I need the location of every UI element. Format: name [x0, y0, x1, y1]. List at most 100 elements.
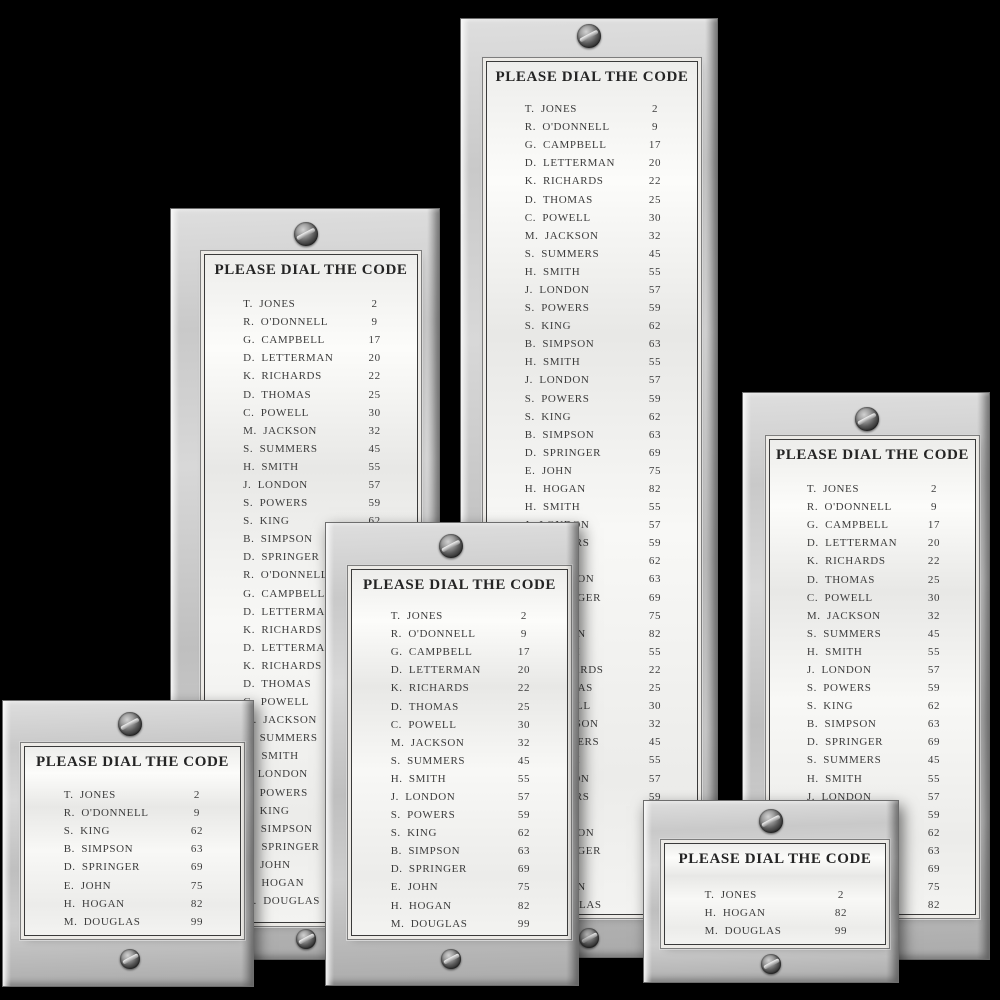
- entry-name: E. JOHN: [63, 879, 112, 892]
- entry-code: 55: [648, 265, 662, 278]
- directory-entry: D. LETTERMAN 20: [487, 154, 697, 172]
- entry-name: M. DOUGLAS: [243, 895, 320, 908]
- entry-code: 30: [927, 591, 941, 604]
- entry-code: 17: [927, 519, 941, 532]
- entry-name: H. SMITH: [524, 356, 581, 369]
- entry-code: 62: [190, 825, 204, 838]
- screw-icon: [441, 949, 461, 969]
- screw-icon: [855, 407, 879, 431]
- entry-name: H. SMITH: [524, 265, 581, 278]
- directory-entry: S. SUMMERS 45: [352, 752, 567, 770]
- panel-header: PLEASE DIAL THE CODE: [678, 851, 872, 867]
- entry-name: T. JONES: [806, 483, 860, 496]
- panel-header: PLEASE DIAL THE CODE: [214, 262, 408, 278]
- entry-code: 62: [927, 826, 941, 839]
- entry-code: 82: [648, 483, 662, 496]
- directory-entry: J. LONDON 57: [770, 661, 975, 679]
- panel-header: PLEASE DIAL THE CODE: [35, 754, 230, 770]
- directory-entry: S. KING 62: [352, 824, 567, 842]
- directory-entry: C. POWELL 30: [487, 209, 697, 227]
- entry-name: B. SIMPSON: [243, 533, 313, 546]
- entry-code: 2: [651, 103, 659, 116]
- entry-name: H. SMITH: [524, 501, 581, 514]
- entry-name: B. SIMPSON: [63, 843, 134, 856]
- entry-code: 69: [648, 591, 662, 604]
- entry-name: H. HOGAN: [704, 907, 766, 920]
- directory-entry: E. JOHN 75: [487, 462, 697, 480]
- entry-code: 25: [517, 700, 531, 713]
- panel-header: PLEASE DIAL THE CODE: [775, 447, 970, 463]
- entry-code: 69: [648, 446, 662, 459]
- entry-name: D. THOMAS: [243, 388, 312, 401]
- entry-name: G. CAMPBELL: [243, 334, 325, 347]
- entry-name: D. THOMAS: [806, 573, 875, 586]
- directory-entry: D. THOMAS 25: [487, 190, 697, 208]
- entry-name: T. JONES: [524, 103, 578, 116]
- entry-name: M. JACKSON: [806, 609, 881, 622]
- entry-name: R. O'DONNELL: [243, 569, 329, 582]
- directory-entry: S. KING 62: [205, 512, 417, 530]
- entry-name: J. LONDON: [524, 374, 590, 387]
- entry-name: K. RICHARDS: [243, 370, 322, 383]
- entry-code: 17: [517, 646, 531, 659]
- entry-name: G. CAMPBELL: [243, 587, 325, 600]
- directory-card: PLEASE DIAL THE CODE T. JONES 2 H. HOGAN 82…: [664, 843, 886, 945]
- directory-entry: D. THOMAS 25: [352, 697, 567, 715]
- directory-entry: J. LONDON 57: [487, 371, 697, 389]
- entry-code: 22: [927, 555, 941, 568]
- entry-code: 2: [371, 298, 378, 311]
- directory-entry: D. SPRINGER 69: [25, 858, 240, 876]
- directory-entry: S. POWERS 59: [487, 390, 697, 408]
- directory-entry: H. SMITH 55: [205, 458, 417, 476]
- directory-card: PLEASE DIAL THE CODE T. JONES 2 R. O'DONNE…: [351, 569, 568, 936]
- screw-icon: [761, 954, 781, 974]
- directory-entry: J. LONDON 57: [487, 281, 697, 299]
- entry-code: 75: [648, 609, 662, 622]
- entry-name: D. SPRINGER: [63, 861, 140, 874]
- directory-entry: D. LETTERMAN 20: [205, 349, 417, 367]
- entry-code: 55: [648, 754, 662, 767]
- directory-entry: M. DOUGLAS 99: [665, 922, 885, 940]
- directory-entry: S. KING 62: [770, 697, 975, 715]
- entry-code: 32: [648, 718, 662, 731]
- entry-code: 59: [927, 682, 941, 695]
- directory-entry: T. JONES 2: [770, 480, 975, 498]
- entry-name: S. POWERS: [243, 497, 308, 510]
- entry-name: D. SPRINGER: [806, 736, 884, 749]
- directory-entry: S. KING 62: [487, 317, 697, 335]
- entry-code: 55: [648, 356, 662, 369]
- entry-code: 32: [517, 736, 531, 749]
- directory-entry: S. SUMMERS 45: [487, 245, 697, 263]
- entry-name: S. KING: [63, 825, 110, 838]
- entry-name: D. LETTERMAN: [524, 157, 616, 170]
- directory-entry: H. HOGAN 82: [665, 904, 885, 922]
- directory-entry: C. POWELL 30: [770, 589, 975, 607]
- directory-entry: R. O'DONNELL 9: [487, 118, 697, 136]
- directory-list: T. JONES 2 H. HOGAN 82 M. DOUGLAS 99: [665, 886, 885, 940]
- entry-code: 20: [648, 157, 662, 170]
- entry-code: 17: [648, 139, 662, 152]
- entry-name: G. CAMPBELL: [524, 139, 607, 152]
- entry-code: 57: [927, 790, 941, 803]
- directory-list: T. JONES 2 R. O'DONNELL 9 S. KING 62 B. SIMPSO…: [25, 786, 240, 931]
- entry-name: D. SPRINGER: [524, 446, 602, 459]
- entry-code: 99: [834, 925, 848, 938]
- panel-header: PLEASE DIAL THE CODE: [495, 69, 689, 85]
- directory-entry: H. SMITH 55: [487, 498, 697, 516]
- directory-entry: B. SIMPSON 63: [25, 840, 240, 858]
- entry-name: K. RICHARDS: [243, 623, 322, 636]
- screw-icon: [759, 809, 783, 833]
- entry-name: R. O'DONNELL: [63, 807, 149, 820]
- entry-name: T. JONES: [63, 789, 116, 802]
- directory-entry: S. POWERS 59: [487, 299, 697, 317]
- entry-code: 63: [927, 844, 941, 857]
- directory-entry: T. JONES 2: [665, 886, 885, 904]
- entry-code: 99: [517, 917, 531, 930]
- entry-name: D. LETTERMAN: [390, 664, 481, 677]
- entry-code: 57: [648, 772, 662, 785]
- entry-code: 69: [927, 863, 941, 876]
- directory-entry: D. SPRINGER 69: [352, 860, 567, 878]
- entry-code: 55: [648, 501, 662, 514]
- entry-code: 32: [648, 229, 662, 242]
